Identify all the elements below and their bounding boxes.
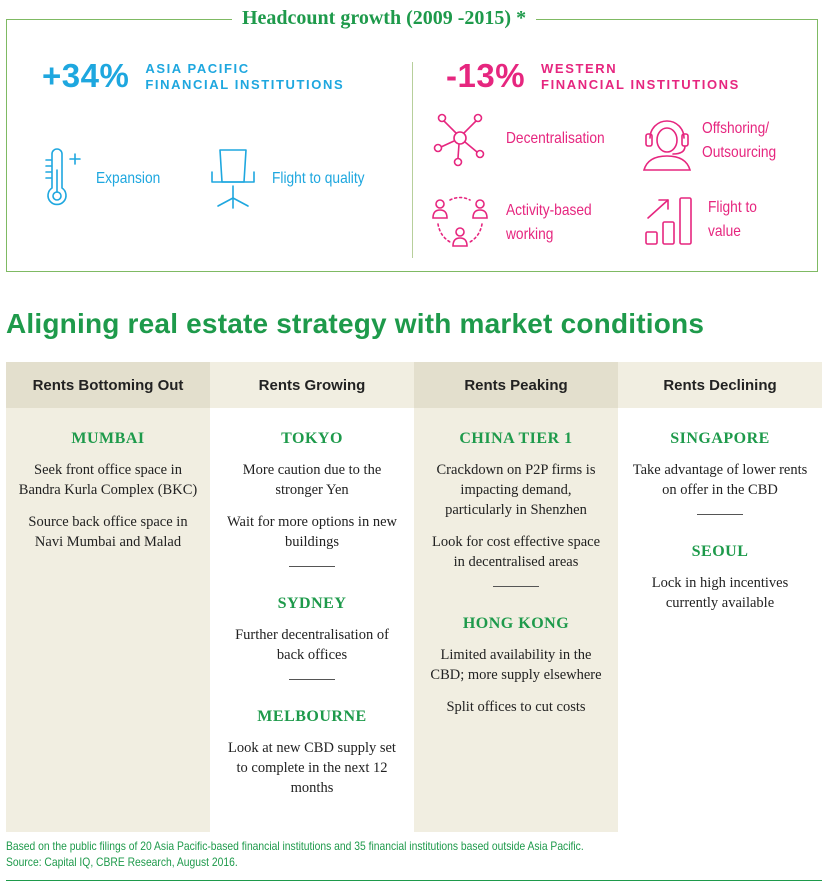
city-text: Crackdown on P2P firms is impacting dema…: [436, 462, 596, 518]
city-name: MELBOURNE: [257, 708, 367, 725]
separator: [493, 586, 539, 587]
column-rents-growing: Rents Growing TOKYO More caution due to …: [210, 362, 414, 832]
city-text: Split offices to cut costs: [446, 699, 586, 715]
city-text: Look at new CBD supply set to complete i…: [228, 740, 396, 796]
panel-divider: [412, 62, 413, 258]
city-text: Further decentralisation of back offices: [235, 627, 389, 663]
asia-pacific-label: ASIA PACIFIC FINANCIAL INSTITUTIONS: [145, 61, 345, 92]
asia-pacific-value: +34%: [42, 57, 130, 94]
city-name: CHINA TIER 1: [459, 430, 573, 447]
separator: [289, 679, 335, 680]
city-name: SINGAPORE: [670, 430, 770, 447]
asia-pacific-stat: +34% ASIA PACIFIC FINANCIAL INSTITUTIONS: [42, 58, 344, 94]
western-value: -13%: [446, 57, 526, 94]
offshoring-label: Offshoring/ Outsourcing: [702, 120, 777, 161]
activity-based-working-label: Activity-based working: [506, 202, 592, 243]
flight-to-quality-item: Flight to quality: [206, 146, 380, 212]
expansion-label: Expansion: [96, 170, 161, 187]
separator: [697, 514, 743, 515]
city-text: Look for cost effective space in decentr…: [431, 534, 601, 570]
column-heading: Rents Growing: [210, 362, 414, 408]
western-label: WESTERN FINANCIAL INSTITUTIONS: [541, 61, 740, 92]
city-text: More caution due to the stronger Yen: [242, 462, 382, 498]
footnote-source: Source: Capital IQ, CBRE Research, Augus…: [6, 855, 238, 869]
city-text: Seek front office space in Bandra Kurla …: [18, 462, 198, 498]
city-name: SEOUL: [691, 543, 749, 560]
column-heading: Rents Peaking: [414, 362, 618, 408]
column-body: TOKYO More caution due to the stronger Y…: [210, 408, 414, 798]
decentralisation-label: Decentralisation: [506, 130, 605, 147]
panel-title: Headcount growth (2009 -2015) *: [232, 7, 537, 30]
growth-bars-icon: [645, 197, 692, 245]
column-heading: Rents Declining: [618, 362, 822, 408]
thermometer-icon: [45, 148, 81, 206]
column-body: SINGAPORE Take advantage of lower rents …: [618, 408, 822, 613]
headset-icon: [642, 120, 692, 171]
flight-to-quality-label: Flight to quality: [272, 170, 365, 187]
decentralisation-item: Decentralisation: [432, 110, 621, 168]
column-body: MUMBAI Seek front office space in Bandra…: [6, 408, 210, 552]
city-text: Source back office space in Navi Mumbai …: [28, 514, 188, 550]
offshoring-item: Offshoring/ Outsourcing: [640, 110, 788, 172]
column-rents-peaking: Rents Peaking CHINA TIER 1 Crackdown on …: [414, 362, 618, 832]
flight-to-value-label: Flight to value: [708, 199, 757, 240]
column-body: CHINA TIER 1 Crackdown on P2P firms is i…: [414, 408, 618, 717]
footnote: Based on the public filings of 20 Asia P…: [6, 838, 584, 870]
separator: [289, 566, 335, 567]
footnote-note: Based on the public filings of 20 Asia P…: [6, 839, 584, 853]
western-stat: -13% WESTERN FINANCIAL INSTITUTIONS: [446, 58, 740, 94]
city-text: Take advantage of lower rents on offer i…: [632, 462, 808, 498]
activity-based-working-item: Activity-based working: [432, 196, 606, 250]
flight-to-value-item: Flight to value: [644, 194, 765, 246]
column-rents-bottoming-out: Rents Bottoming Out MUMBAI Seek front of…: [6, 362, 210, 832]
column-heading: Rents Bottoming Out: [6, 362, 210, 408]
city-name: HONG KONG: [462, 615, 570, 632]
people-cycle-icon: [432, 196, 488, 247]
market-conditions-table: Rents Bottoming Out MUMBAI Seek front of…: [6, 362, 822, 832]
city-name: SYDNEY: [277, 595, 347, 612]
expansion-item: Expansion: [44, 148, 171, 210]
network-icon: [433, 113, 485, 167]
city-text: Limited availability in the CBD; more su…: [430, 647, 602, 683]
bottom-rule: [6, 880, 822, 881]
city-text: Wait for more options in new buildings: [227, 514, 397, 550]
column-rents-declining: Rents Declining SINGAPORE Take advantage…: [618, 362, 822, 832]
office-chair-icon: [211, 149, 255, 209]
city-name: MUMBAI: [71, 430, 145, 447]
city-name: TOKYO: [281, 430, 343, 447]
city-text: Lock in high incentives currently availa…: [651, 575, 789, 611]
section-title: Aligning real estate strategy with marke…: [6, 308, 705, 339]
